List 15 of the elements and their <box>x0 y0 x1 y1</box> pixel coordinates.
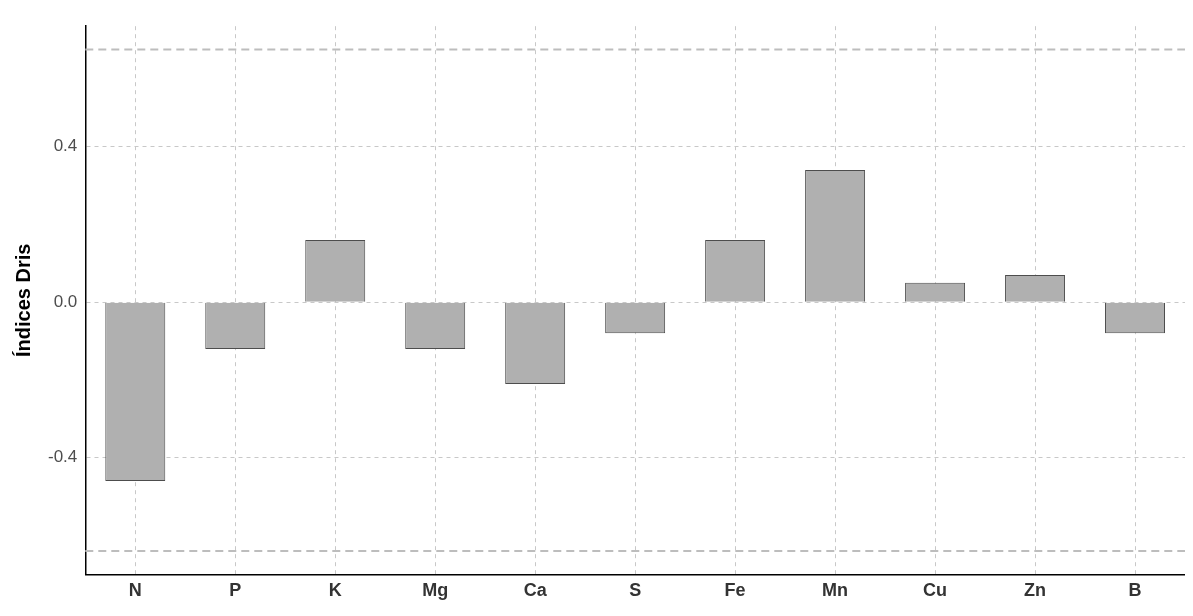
y-tick-label: 0.0 <box>53 291 78 311</box>
x-tick-label: Mg <box>422 580 449 601</box>
y-axis-title: Índices Dris <box>11 243 34 357</box>
x-tick-label: B <box>1128 580 1142 601</box>
y-tick-label: -0.4 <box>48 447 78 467</box>
x-tick-label: P <box>229 580 242 601</box>
y-tick-label: 0.4 <box>53 136 78 156</box>
x-tick-label: Ca <box>523 580 548 601</box>
x-tick-label: Cu <box>923 580 948 601</box>
x-tick-label: N <box>128 580 142 601</box>
x-tick-label: Mn <box>822 580 849 601</box>
x-tick-label: Fe <box>724 580 746 601</box>
x-tick-label: S <box>629 580 642 601</box>
x-tick-label: Zn <box>1024 580 1047 601</box>
x-tick-label: K <box>328 580 342 601</box>
